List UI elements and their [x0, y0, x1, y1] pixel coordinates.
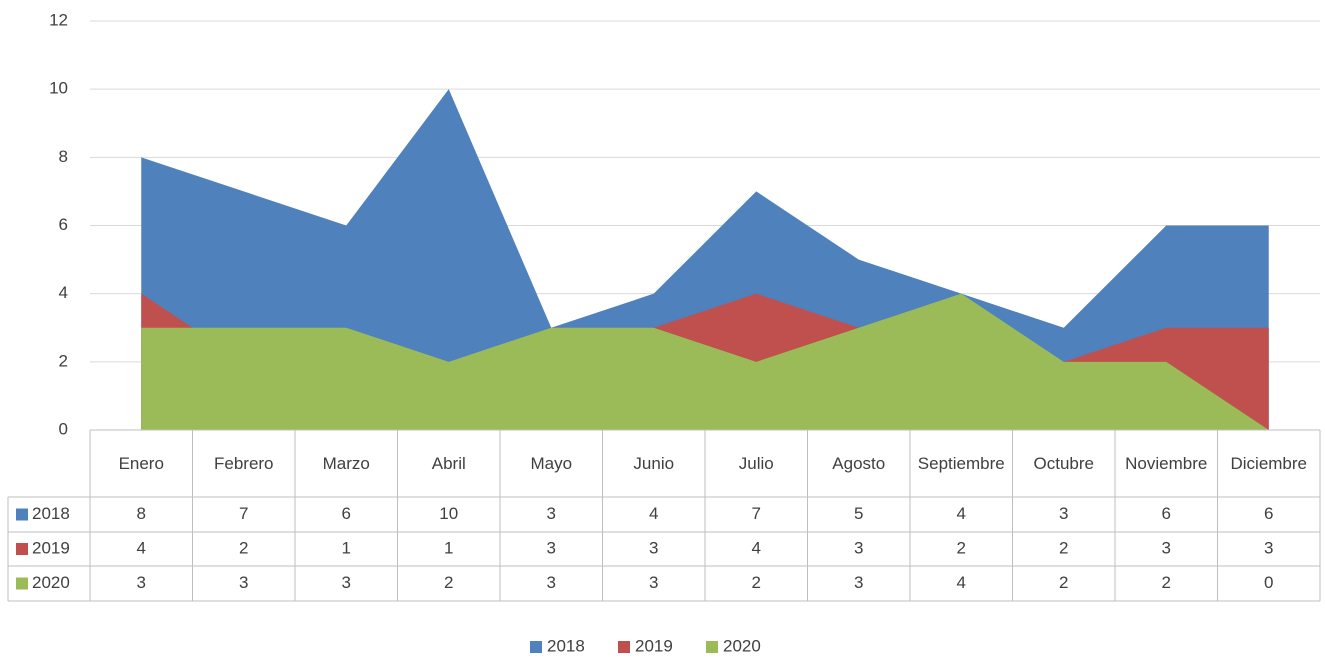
table-value: 6 [1264, 504, 1273, 523]
table-value: 3 [649, 538, 658, 557]
table-value: 3 [239, 573, 248, 592]
table-value: 3 [1059, 504, 1068, 523]
category-cell: Julio [738, 453, 774, 473]
legend-key [16, 577, 28, 590]
category-cell: Octubre [1033, 453, 1094, 473]
table-value: 4 [752, 538, 761, 557]
table-value: 4 [649, 504, 658, 523]
y-tick-label: 12 [49, 10, 68, 29]
table-value: 2 [1162, 573, 1171, 592]
y-tick-label: 2 [59, 351, 68, 370]
category-cell: Enero [118, 453, 164, 473]
x-tick-label: Diciembre [1230, 453, 1308, 473]
area [141, 293, 1269, 430]
table-value: 7 [239, 504, 248, 523]
table-value: 3 [854, 573, 863, 592]
table-value: 2 [1059, 538, 1068, 557]
table-value: 3 [547, 573, 556, 592]
table-value: 3 [547, 538, 556, 557]
y-tick-label: 4 [59, 283, 68, 302]
y-tick-label: 10 [49, 79, 68, 98]
table-series-label: 2019 [32, 538, 70, 557]
table-series-label: 2020 [32, 573, 70, 592]
legend-label: 2019 [635, 636, 673, 655]
table-value: 3 [649, 573, 658, 592]
category-cell: Abril [431, 453, 466, 473]
y-tick-label: 8 [59, 147, 68, 166]
x-tick-label: Julio [738, 453, 774, 473]
legend-label: 2018 [547, 636, 585, 655]
table-value: 6 [1162, 504, 1171, 523]
table-value: 3 [854, 538, 863, 557]
legend-key [16, 508, 28, 521]
table-series-label: 2018 [32, 504, 70, 523]
table-value: 3 [1264, 538, 1273, 557]
category-cell: Agosto [832, 453, 886, 473]
legend-key [16, 543, 28, 555]
table-value: 2 [1059, 573, 1068, 592]
table-value: 2 [752, 573, 761, 592]
category-cell: Noviembre [1125, 453, 1208, 473]
x-tick-label: Febrero [213, 453, 274, 473]
y-tick-label: 6 [59, 215, 68, 234]
table-value: 6 [342, 504, 351, 523]
table-value: 4 [957, 573, 966, 592]
x-tick-label: Octubre [1033, 453, 1094, 473]
category-cell: Junio [633, 453, 675, 473]
category-cell: Marzo [322, 453, 370, 473]
table-value: 1 [444, 538, 453, 557]
x-tick-label: Abril [431, 453, 466, 473]
x-tick-label: Septiembre [917, 453, 1005, 473]
table-value: 1 [342, 538, 351, 557]
table-value: 2 [444, 573, 453, 592]
table-value: 3 [137, 573, 146, 592]
legend-swatch [706, 641, 718, 653]
y-tick-label: 0 [59, 419, 68, 438]
table-value: 3 [342, 573, 351, 592]
table-value: 10 [439, 504, 458, 523]
table-value: 4 [137, 538, 146, 557]
x-tick-label: Enero [118, 453, 164, 473]
category-cell: Septiembre [917, 453, 1005, 473]
table-value: 8 [137, 504, 146, 523]
legend-swatch [530, 641, 542, 653]
x-tick-label: Agosto [832, 453, 886, 473]
table-value: 3 [1162, 538, 1171, 557]
x-tick-label: Noviembre [1125, 453, 1208, 473]
table-value: 0 [1264, 573, 1273, 592]
x-tick-label: Junio [633, 453, 675, 473]
legend-swatch [618, 641, 630, 653]
category-cell: Mayo [530, 453, 573, 473]
category-cell: Diciembre [1230, 453, 1308, 473]
table-value: 2 [957, 538, 966, 557]
table-value: 7 [752, 504, 761, 523]
legend-label: 2020 [723, 636, 761, 655]
x-tick-label: Mayo [530, 453, 573, 473]
table-value: 3 [547, 504, 556, 523]
table-value: 2 [239, 538, 248, 557]
category-cell: Febrero [213, 453, 274, 473]
table-value: 5 [854, 504, 863, 523]
table-value: 4 [957, 504, 966, 523]
x-tick-label: Marzo [322, 453, 370, 473]
